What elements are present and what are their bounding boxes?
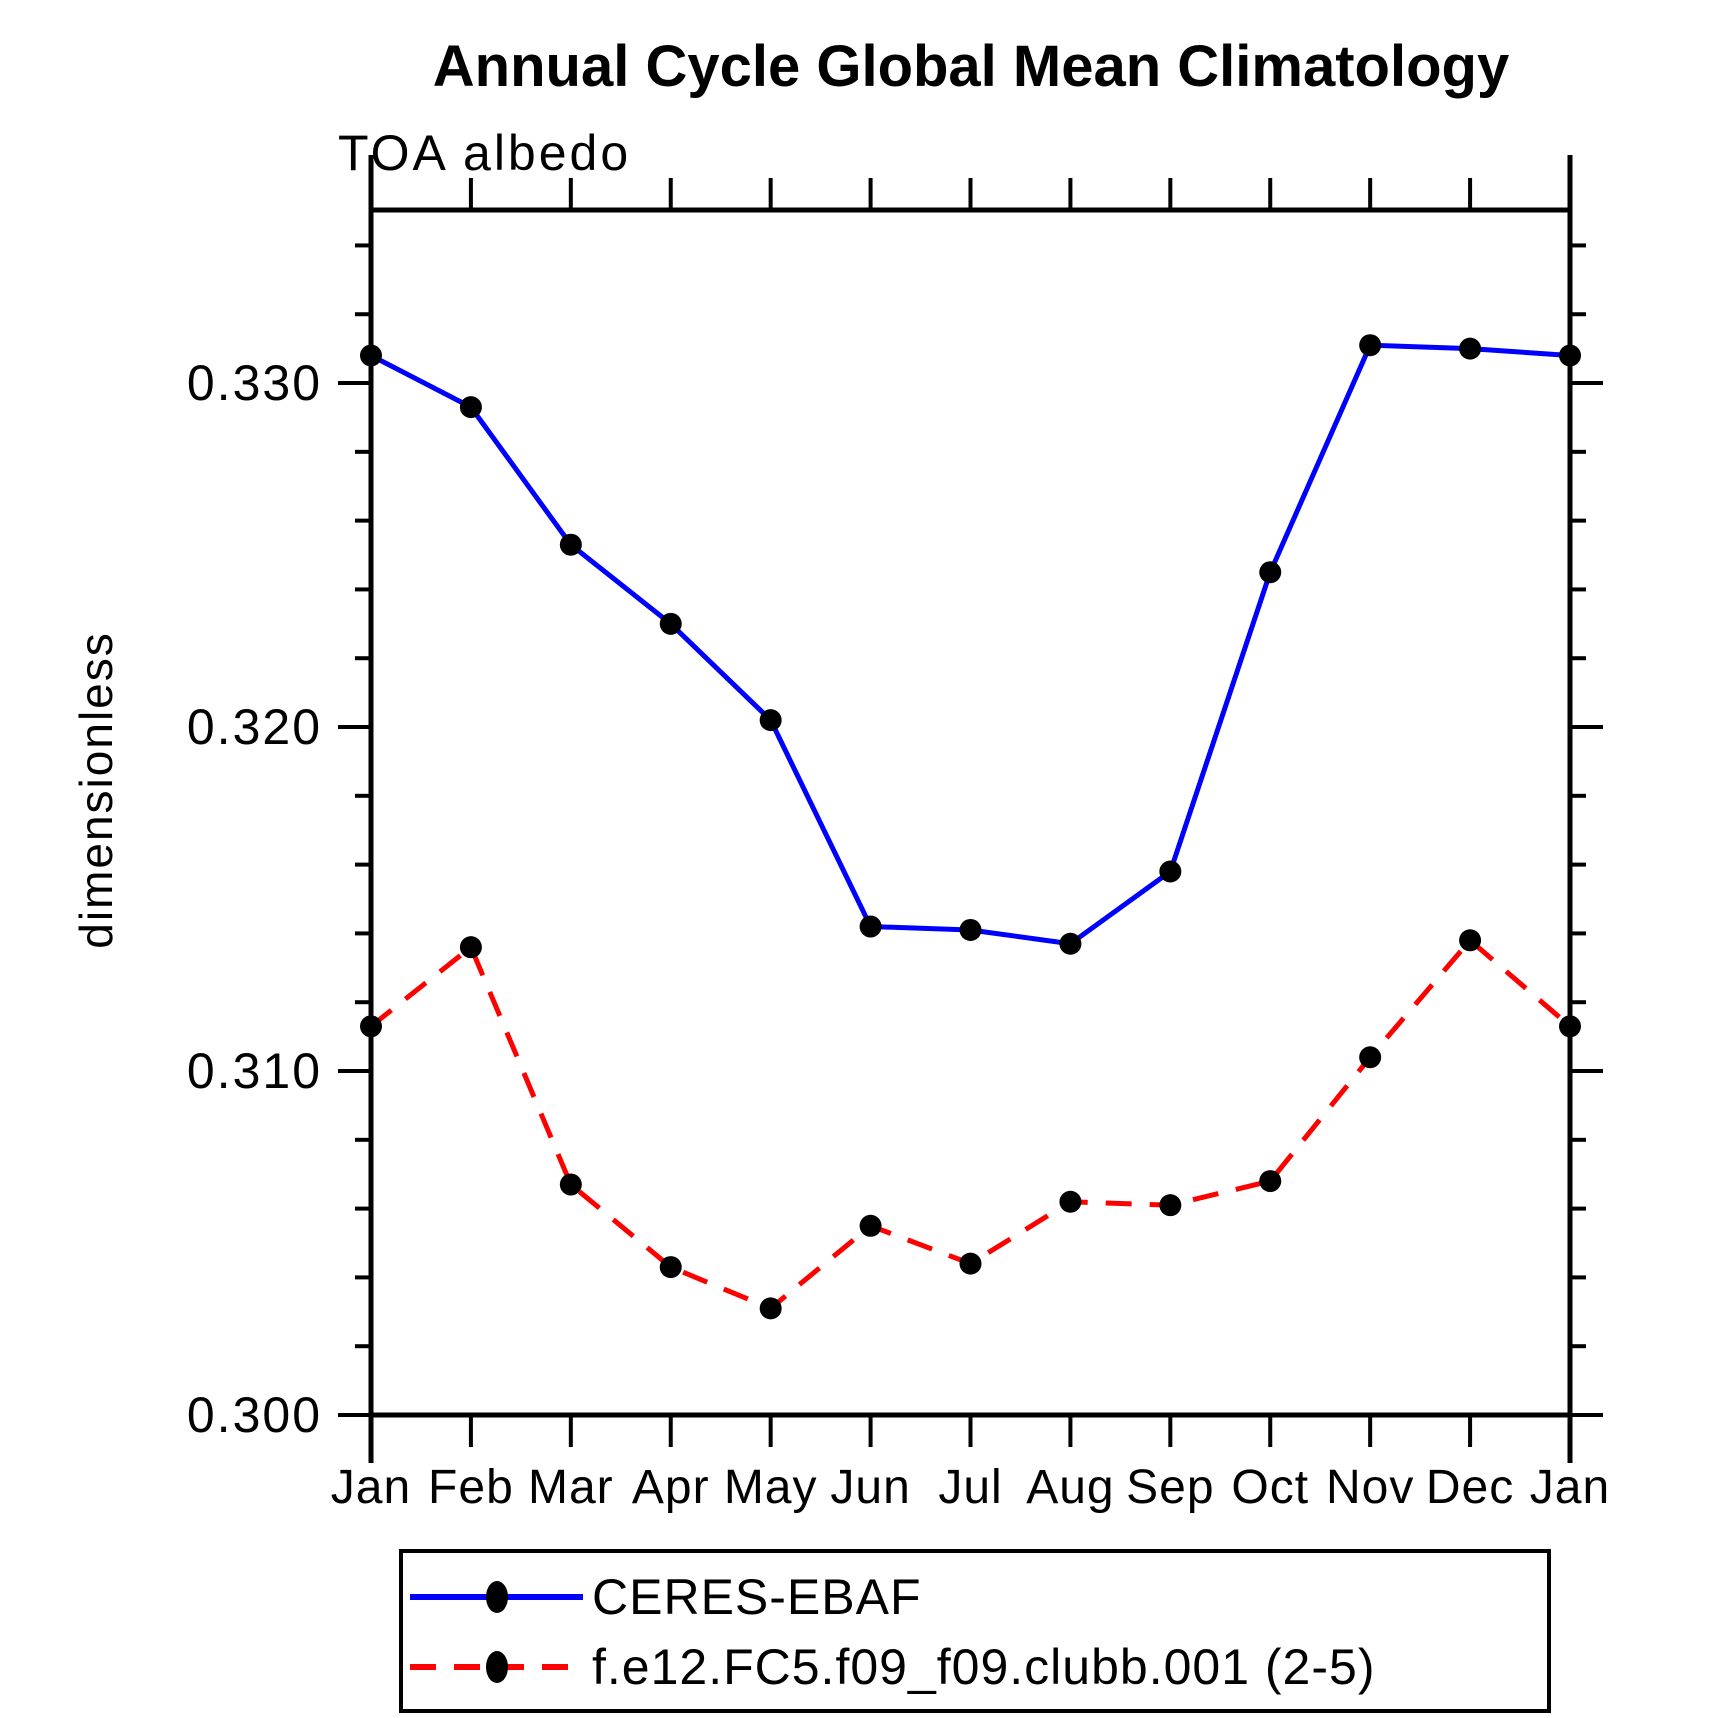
data-point-marker: [959, 1252, 982, 1275]
data-point-marker: [360, 344, 382, 367]
data-point-marker: [559, 1173, 582, 1196]
x-tick-label: Sep: [1126, 1461, 1214, 1514]
axes: 0.300 0.310 0.320 0.330 Jan Feb Mar Apr May Jun Ju…: [187, 155, 1610, 1514]
y-tick-label: 0.300: [187, 1387, 322, 1443]
plot-series: [360, 334, 1581, 1320]
data-point-marker: [559, 533, 582, 556]
x-tick-label: Dec: [1426, 1461, 1514, 1514]
data-point-marker: [1259, 1170, 1282, 1193]
data-point-marker: [1159, 860, 1182, 883]
data-point-marker: [1259, 561, 1282, 584]
legend-label-model: f.e12.FC5.f09_f09.clubb.001 (2-5): [592, 1639, 1375, 1695]
x-tick-label: Aug: [1026, 1461, 1114, 1514]
x-tick-label: Mar: [528, 1461, 614, 1514]
x-tick-label: Nov: [1326, 1461, 1414, 1514]
legend-marker-ceres: [486, 1581, 508, 1613]
chart-title: Annual Cycle Global Mean Climatology: [433, 34, 1509, 99]
data-point-marker: [1159, 1194, 1182, 1217]
y-tick-label: 0.330: [187, 355, 322, 411]
data-point-marker: [1359, 334, 1382, 357]
data-point-marker: [1359, 1046, 1382, 1069]
data-point-marker: [759, 709, 782, 732]
series-line-0: [369, 342, 1571, 947]
x-tick-label: Oct: [1231, 1461, 1309, 1514]
legend-marker-model: [486, 1651, 508, 1683]
x-tick-label: May: [724, 1461, 818, 1514]
data-point-marker: [1559, 1015, 1581, 1038]
data-point-marker: [360, 1015, 382, 1038]
data-point-marker: [659, 612, 682, 635]
x-tick-label: Jun: [830, 1461, 910, 1514]
data-point-marker: [459, 936, 482, 959]
data-point-marker: [859, 915, 882, 938]
y-axis-label: dimensionless: [70, 631, 122, 948]
legend-label-ceres: CERES-EBAF: [592, 1569, 922, 1625]
data-point-marker: [1559, 344, 1581, 367]
data-point-marker: [659, 1256, 682, 1279]
x-tick-label: Apr: [632, 1461, 710, 1514]
legend-box: [399, 1549, 1551, 1713]
x-tick-label: Jan: [1530, 1461, 1610, 1514]
x-tick-label: Feb: [428, 1461, 514, 1514]
data-point-marker: [1059, 932, 1082, 955]
x-tick-label: Jul: [938, 1461, 1002, 1514]
legend: CERES-EBAF f.e12.FC5.f09_f09.clubb.001 (…: [399, 1549, 1551, 1713]
y-tick-label: 0.310: [187, 1043, 322, 1099]
chart-subtitle: TOA albedo: [338, 125, 631, 181]
data-point-marker: [1459, 929, 1482, 952]
data-point-marker: [459, 396, 482, 419]
y-tick-label: 0.320: [187, 699, 322, 755]
data-point-marker: [959, 918, 982, 941]
data-point-marker: [1059, 1190, 1082, 1213]
x-tick-label: Jan: [331, 1461, 411, 1514]
data-point-marker: [859, 1214, 882, 1237]
data-point-marker: [1459, 337, 1482, 360]
data-point-marker: [759, 1297, 782, 1320]
